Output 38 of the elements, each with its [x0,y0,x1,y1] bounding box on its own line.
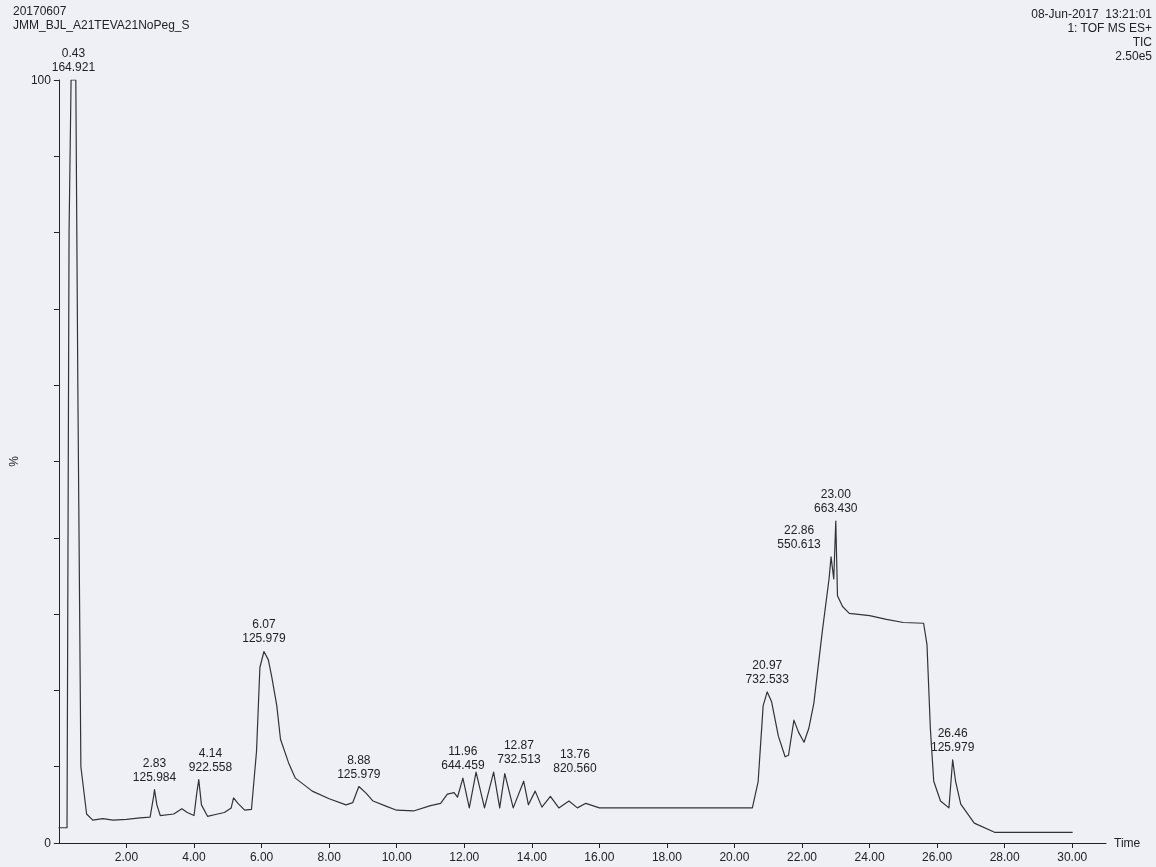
x-tick-label: 26.00 [922,850,953,864]
x-axis-title: Time [1114,836,1141,850]
chart-title: 20170607 [13,4,67,18]
x-tick-label: 30.00 [1057,850,1088,864]
y-axis-title: % [7,455,21,467]
x-tick-label: 22.00 [786,850,818,864]
annotation: 0.43 164.921 [51,46,96,74]
x-tick-label: 20.00 [719,850,750,864]
annotation: 12.87 732.513 [497,738,541,767]
annotation: 4.14 922.558 [188,745,233,774]
y-tick-label: 0 [44,836,52,850]
chart-subtitle: JMM_BJL_A21TEVA21NoPeg_S [13,18,190,32]
annotation: 22.86 550.613 [777,522,822,551]
annotation: 2.83 125.984 [132,755,177,784]
annotation: 26.46 125.979 [930,725,975,754]
annotation: 23.00 663.430 [814,487,858,516]
annotation: 6.07 125.979 [242,617,286,646]
x-tick-label: 10.00 [381,850,413,864]
annotation: 11.96 644.459 [441,744,485,773]
x-tick-label: 4.00 [182,850,207,864]
text: 08-Jun-2017 13:21:01 [1031,7,1153,21]
x-tick-label: 28.00 [989,850,1021,864]
x-tick-label: 24.00 [854,850,885,864]
line-series [58,79,1073,833]
annotation: 8.88 125.979 [337,752,381,781]
y-tick-label: 100 [30,73,52,87]
text: 1: TOF MS ES+ [1067,21,1152,35]
text: TIC [1132,35,1153,49]
x-tick-label: 12.00 [449,850,480,864]
x-tick-label: 6.00 [249,850,274,864]
x-tick-label: 8.00 [317,850,342,864]
text: 2.50e5 [1115,49,1153,63]
annotation: 13.76 820.560 [553,747,597,776]
x-tick-label: 16.00 [584,850,615,864]
annotation: 20.97 732.533 [745,657,790,686]
x-tick-label: 14.00 [516,850,548,864]
x-tick-label: 2.00 [114,850,139,864]
x-tick-label: 18.00 [651,850,683,864]
